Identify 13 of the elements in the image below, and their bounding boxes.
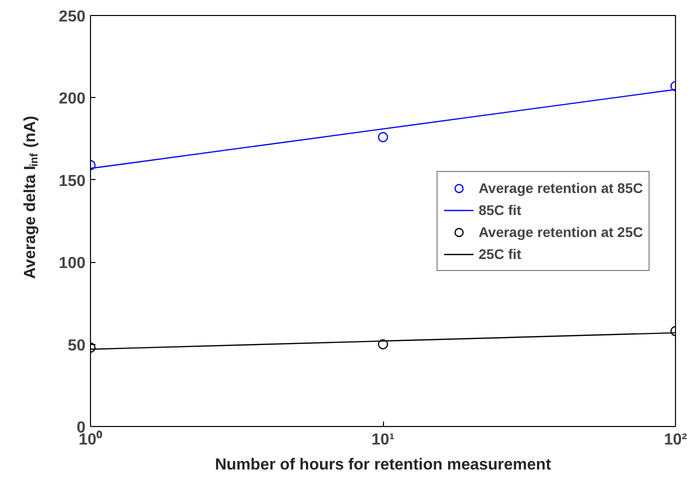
legend-label: Average retention at 85C [478, 180, 643, 196]
x-tick-label: 10² [664, 432, 688, 448]
x-axis-title: Number of hours for retention measurement [214, 456, 552, 474]
y-tick-label: 50 [68, 337, 86, 354]
x-tick-label: 10¹ [371, 432, 395, 448]
y-axis-title: Average delta Iinf (nA) [22, 116, 40, 279]
legend-label: 85C fit [478, 202, 522, 218]
legend-label: 25C fit [478, 246, 522, 262]
legend-label: Average retention at 25C [478, 224, 643, 240]
y-tick-label: 100 [58, 255, 86, 272]
y-tick-label: 250 [58, 8, 86, 26]
y-tick-label: 150 [58, 172, 86, 190]
y-tick-label: 200 [58, 90, 86, 108]
